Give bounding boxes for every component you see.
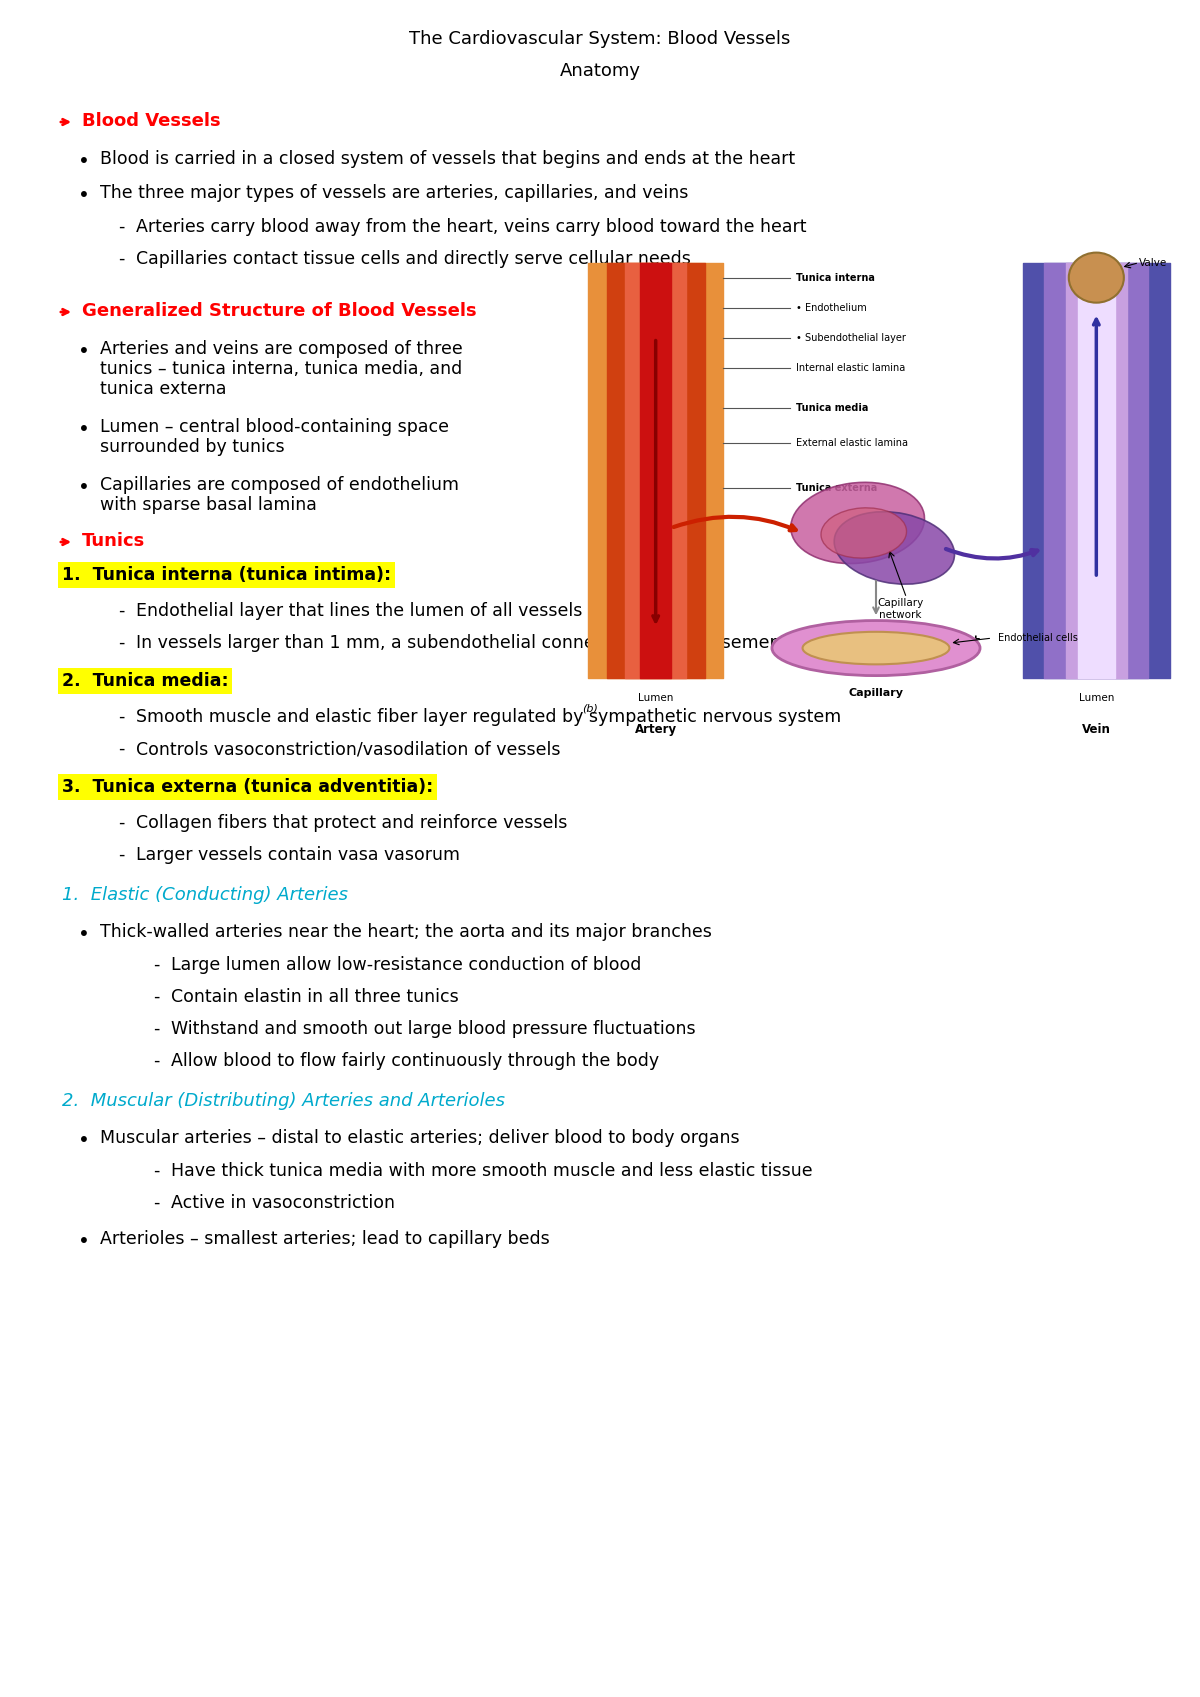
Text: Blood Vessels: Blood Vessels xyxy=(82,112,221,131)
Text: •: • xyxy=(78,343,90,361)
Text: Active in vasoconstriction: Active in vasoconstriction xyxy=(172,1195,395,1212)
Ellipse shape xyxy=(772,621,980,675)
Text: -: - xyxy=(154,1195,160,1212)
Text: • Subendothelial layer: • Subendothelial layer xyxy=(797,333,906,343)
Text: 1.  Tunica interna (tunica intima):: 1. Tunica interna (tunica intima): xyxy=(62,567,391,584)
Text: -: - xyxy=(118,635,125,652)
Text: Contain elastin in all three tunics: Contain elastin in all three tunics xyxy=(172,988,458,1006)
Text: External elastic lamina: External elastic lamina xyxy=(797,438,908,448)
Text: Vein: Vein xyxy=(1082,723,1111,736)
Text: Capillaries contact tissue cells and directly serve cellular needs: Capillaries contact tissue cells and dir… xyxy=(136,249,691,268)
Text: Arterioles – smallest arteries; lead to capillary beds: Arterioles – smallest arteries; lead to … xyxy=(100,1230,550,1247)
Text: Allow blood to flow fairly continuously through the body: Allow blood to flow fairly continuously … xyxy=(172,1052,659,1071)
Text: 1.  Elastic (Conducting) Arteries: 1. Elastic (Conducting) Arteries xyxy=(62,886,348,905)
Text: •: • xyxy=(78,419,90,440)
Text: surrounded by tunics: surrounded by tunics xyxy=(100,438,284,456)
Text: Larger vessels contain vasa vasorum: Larger vessels contain vasa vasorum xyxy=(136,847,460,864)
Text: -: - xyxy=(118,602,125,619)
Text: Lumen: Lumen xyxy=(638,692,673,703)
Text: 2.  Tunica media:: 2. Tunica media: xyxy=(62,672,229,691)
Text: 3.  Tunica externa (tunica adventitia):: 3. Tunica externa (tunica adventitia): xyxy=(62,777,433,796)
Text: Valve: Valve xyxy=(1139,258,1168,268)
Text: -: - xyxy=(118,847,125,864)
Text: (b): (b) xyxy=(582,703,598,713)
Text: tunica externa: tunica externa xyxy=(100,380,227,399)
Text: The three major types of vessels are arteries, capillaries, and veins: The three major types of vessels are art… xyxy=(100,183,689,202)
Text: Artery: Artery xyxy=(635,723,677,736)
Text: •: • xyxy=(78,1232,90,1251)
Ellipse shape xyxy=(834,512,954,584)
Text: •: • xyxy=(78,925,90,944)
Text: -: - xyxy=(154,1020,160,1039)
Text: -: - xyxy=(118,815,125,832)
Ellipse shape xyxy=(791,482,924,563)
Text: -: - xyxy=(154,1162,160,1179)
Text: -: - xyxy=(118,249,125,268)
Text: Arteries and veins are composed of three: Arteries and veins are composed of three xyxy=(100,339,463,358)
Text: Thick-walled arteries near the heart; the aorta and its major branches: Thick-walled arteries near the heart; th… xyxy=(100,923,712,942)
Text: -: - xyxy=(154,1052,160,1071)
Text: •: • xyxy=(78,1130,90,1151)
Text: Collagen fibers that protect and reinforce vessels: Collagen fibers that protect and reinfor… xyxy=(136,815,568,832)
Text: Blood is carried in a closed system of vessels that begins and ends at the heart: Blood is carried in a closed system of v… xyxy=(100,149,796,168)
Text: •: • xyxy=(78,187,90,205)
Ellipse shape xyxy=(821,507,906,558)
Text: In vessels larger than 1 mm, a subendothelial connective tissue basement membran: In vessels larger than 1 mm, a subendoth… xyxy=(136,635,980,652)
Ellipse shape xyxy=(1069,253,1124,302)
Text: Capillary
network: Capillary network xyxy=(877,597,924,619)
Text: Large lumen allow low-resistance conduction of blood: Large lumen allow low-resistance conduct… xyxy=(172,955,641,974)
Text: Tunics: Tunics xyxy=(82,531,145,550)
Text: Lumen: Lumen xyxy=(1079,692,1114,703)
Text: Tunica interna: Tunica interna xyxy=(797,273,875,283)
Text: Muscular arteries – distal to elastic arteries; deliver blood to body organs: Muscular arteries – distal to elastic ar… xyxy=(100,1129,739,1147)
Text: Have thick tunica media with more smooth muscle and less elastic tissue: Have thick tunica media with more smooth… xyxy=(172,1162,812,1179)
Text: The Cardiovascular System: Blood Vessels: The Cardiovascular System: Blood Vessels xyxy=(409,31,791,48)
Text: Tunica externa: Tunica externa xyxy=(797,484,877,492)
Text: tunics – tunica interna, tunica media, and: tunics – tunica interna, tunica media, a… xyxy=(100,360,462,378)
Text: •: • xyxy=(78,153,90,171)
Text: Tunica media: Tunica media xyxy=(797,402,869,412)
Text: Internal elastic lamina: Internal elastic lamina xyxy=(797,363,906,373)
Text: -: - xyxy=(118,708,125,726)
Text: -: - xyxy=(154,955,160,974)
Text: Endothelial layer that lines the lumen of all vessels: Endothelial layer that lines the lumen o… xyxy=(136,602,582,619)
Text: Controls vasoconstriction/vasodilation of vessels: Controls vasoconstriction/vasodilation o… xyxy=(136,740,560,759)
Text: with sparse basal lamina: with sparse basal lamina xyxy=(100,496,317,514)
Text: Capillary: Capillary xyxy=(848,689,904,697)
Text: 2.  Muscular (Distributing) Arteries and Arterioles: 2. Muscular (Distributing) Arteries and … xyxy=(62,1091,505,1110)
Text: Capillaries are composed of endothelium: Capillaries are composed of endothelium xyxy=(100,475,458,494)
Text: • Endothelium: • Endothelium xyxy=(797,302,868,312)
Text: Smooth muscle and elastic fiber layer regulated by sympathetic nervous system: Smooth muscle and elastic fiber layer re… xyxy=(136,708,841,726)
Text: Generalized Structure of Blood Vessels: Generalized Structure of Blood Vessels xyxy=(82,302,476,321)
Text: -: - xyxy=(118,740,125,759)
Text: Endothelial cells: Endothelial cells xyxy=(998,633,1079,643)
Text: -: - xyxy=(118,217,125,236)
Text: Anatomy: Anatomy xyxy=(559,63,641,80)
Text: Withstand and smooth out large blood pressure fluctuations: Withstand and smooth out large blood pre… xyxy=(172,1020,696,1039)
Text: Lumen – central blood-containing space: Lumen – central blood-containing space xyxy=(100,417,449,436)
Text: •: • xyxy=(78,479,90,497)
Text: -: - xyxy=(154,988,160,1006)
Ellipse shape xyxy=(803,631,949,664)
Text: Arteries carry blood away from the heart, veins carry blood toward the heart: Arteries carry blood away from the heart… xyxy=(136,217,806,236)
